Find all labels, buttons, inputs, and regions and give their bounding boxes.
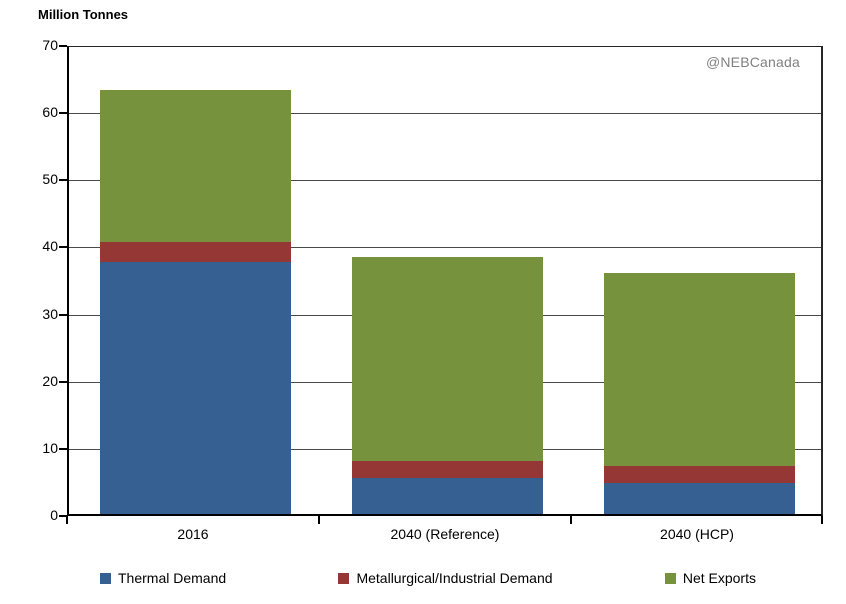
x-axis-label: 2016 [177,526,209,542]
legend-label: Thermal Demand [118,570,227,586]
legend-marker-icon [100,572,111,584]
legend-marker-icon [664,572,676,584]
y-axis-title: Million Tonnes [38,7,129,22]
y-tick-mark [59,45,67,47]
y-tick-label: 0 [50,507,58,523]
y-tick-mark [59,112,67,115]
bar-segment [100,261,291,514]
legend-item: Net Exports [664,570,756,586]
bar-segment [352,256,543,461]
x-tick-mark [66,516,68,524]
y-tick-label: 20 [42,372,58,389]
y-tick-mark [59,313,67,316]
gridline [69,180,821,182]
x-tick-mark [821,516,823,524]
bar-segment [604,273,795,466]
legend: Thermal Demand Metallurgical/Industrial D… [100,570,756,586]
bar-segment [352,477,543,514]
bar-segment [100,89,291,243]
legend-item: Metallurgical/Industrial Demand [338,570,553,586]
y-tick-label: 70 [42,37,58,53]
legend-label: Metallurgical/Industrial Demand [356,570,553,586]
y-tick-mark [59,179,67,182]
x-axis-label: 2040 (HCP) [660,526,734,542]
bar-segment [604,483,795,514]
y-tick-label: 60 [42,104,58,121]
legend-item: Thermal Demand [100,570,226,586]
legend-label: Net Exports [682,570,756,586]
legend-marker-icon [338,572,350,584]
y-tick-label: 30 [42,305,58,322]
watermark: @NEBCanada [705,54,800,70]
bar-segment [604,465,795,484]
x-tick-mark [318,516,320,524]
y-tick-mark [59,515,67,517]
y-tick-mark [59,380,67,383]
x-axis-label: 2040 (Reference) [390,526,500,542]
y-tick-label: 40 [42,238,58,255]
y-tick-mark [59,246,67,249]
bar-segment [352,460,543,478]
gridline [69,247,821,249]
x-tick-mark [570,516,572,524]
y-tick-label: 10 [42,439,58,456]
y-tick-label: 50 [42,171,58,188]
plot-area: @NEBCanada [67,46,823,516]
gridline [69,113,821,115]
y-tick-mark [59,447,67,450]
bar-segment [100,242,291,262]
